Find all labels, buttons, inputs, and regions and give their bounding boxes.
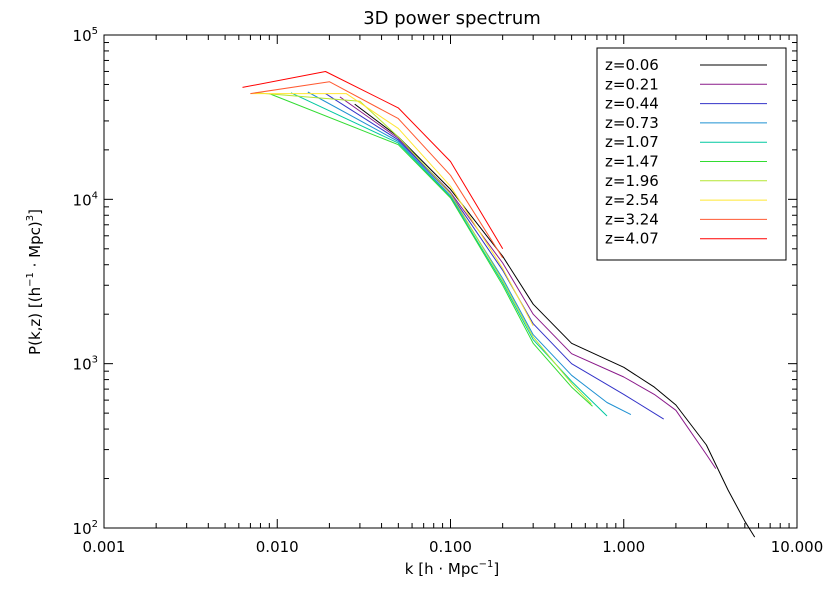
legend-label: z=1.47 xyxy=(605,153,659,171)
x-tick-label: 0.100 xyxy=(429,538,472,556)
legend: z=0.06z=0.21 z=0.44z=0.73z=1.07 z=1.47z=1.… xyxy=(596,47,787,261)
y-tick-label: 102 xyxy=(73,519,98,538)
legend-box xyxy=(596,47,787,261)
x-tick-label: 10.000 xyxy=(771,538,824,556)
legend-label: z=2.54 xyxy=(605,191,659,209)
series-line-z=1.47 xyxy=(269,93,593,407)
series-lines xyxy=(242,71,756,538)
legend-label: z=1.96 xyxy=(605,172,659,190)
y-tick-label: 104 xyxy=(73,190,98,209)
x-tick-label: 0.010 xyxy=(256,538,299,556)
y-tick-labels: 102 103 104 105 xyxy=(73,26,98,538)
chart-title: 3D power spectrum xyxy=(363,8,541,29)
series-line-z=0.73 xyxy=(307,91,632,416)
series-line-z=1.96 xyxy=(255,92,592,405)
x-tick-labels: 0.001 0.010 0.100 1.000 10.000 xyxy=(83,538,824,556)
legend-label: z=0.06 xyxy=(605,56,659,74)
series-line-z=4.07 xyxy=(242,71,504,250)
y-tick-label: 103 xyxy=(73,355,98,374)
x-tick-label: 1.000 xyxy=(602,538,645,556)
series-line-z=0.06 xyxy=(354,103,756,538)
series-line-z=2.54 xyxy=(250,93,534,327)
legend-label: z=0.44 xyxy=(605,95,659,113)
legend-label: z=0.21 xyxy=(605,75,659,93)
axis-ticks xyxy=(103,34,798,529)
y-axis-label: P(k,z) [(h−1 · Mpc)3] xyxy=(25,209,44,355)
legend-label: z=1.07 xyxy=(605,133,659,151)
legend-label: z=4.07 xyxy=(605,230,659,248)
legend-label: z=3.24 xyxy=(605,210,659,228)
series-line-z=3.24 xyxy=(250,81,504,259)
legend-label: z=0.73 xyxy=(605,114,659,132)
x-axis-label: k [h · Mpc−1] xyxy=(405,559,499,578)
x-tick-label: 0.001 xyxy=(83,538,126,556)
series-line-z=1.07 xyxy=(290,92,608,417)
y-tick-label: 105 xyxy=(73,26,98,45)
